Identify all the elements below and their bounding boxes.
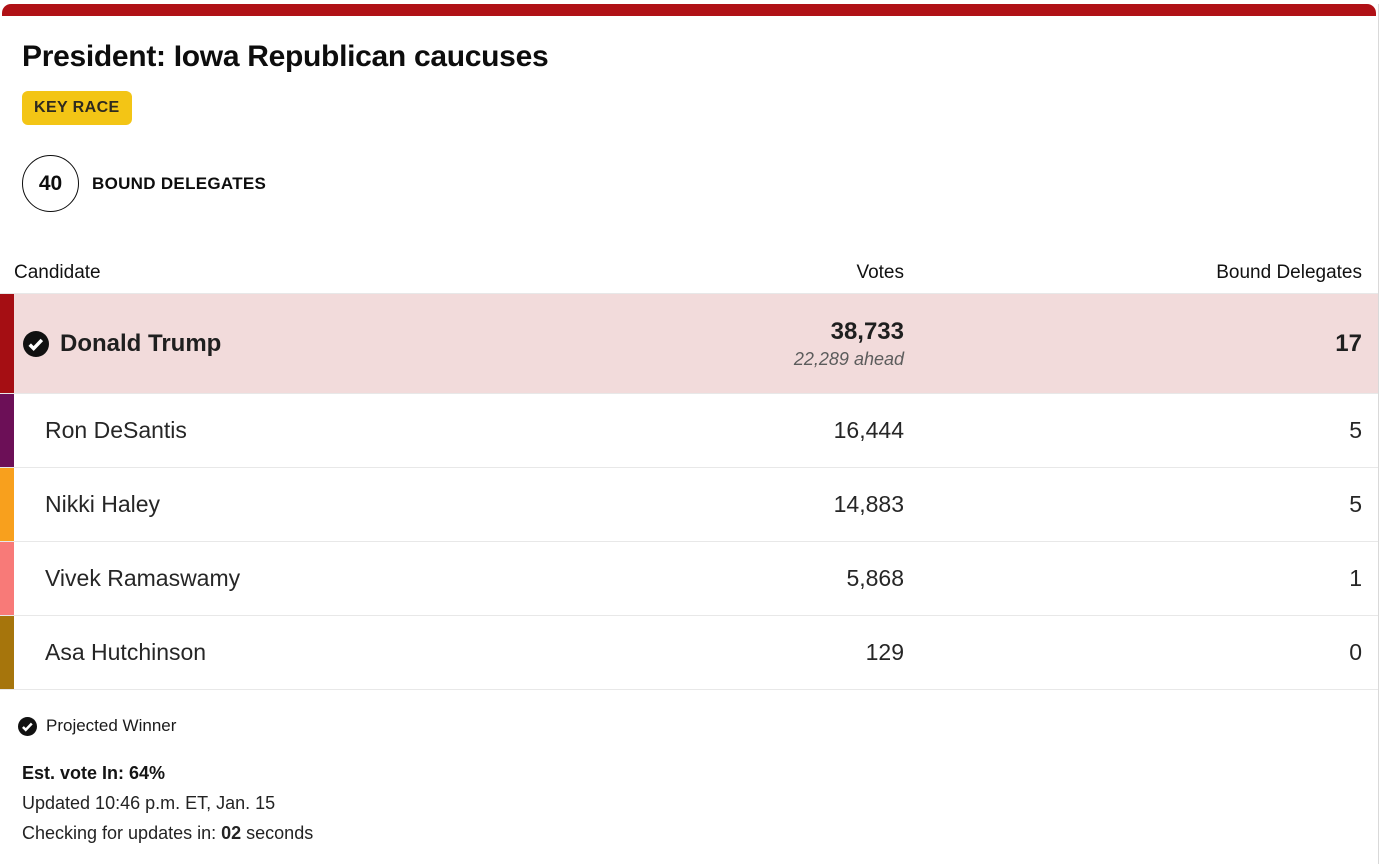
key-race-badge: KEY RACE [22,91,132,125]
update-countdown: Checking for updates in: 02 seconds [18,823,1356,844]
projected-winner-check-icon [23,330,49,357]
column-header-candidate: Candidate [14,262,101,283]
candidate-name: Ron DeSantis [45,417,187,443]
results-table: Candidate Votes Bound Delegates Donald T… [0,253,1378,690]
delegates-value: 0 [1349,639,1362,665]
est-vote-in: Est. vote In: 64% [22,763,166,783]
delegates-total-circle: 40 [22,155,79,212]
update-countdown-value: 02 [221,823,242,843]
candidate-name: Donald Trump [60,329,222,357]
update-countdown-prefix: Checking for updates in: [22,823,222,843]
votes-value: 129 [865,639,904,665]
projected-winner-legend: Projected Winner [18,716,1356,736]
column-header-bound-delegates: Bound Delegates [1216,262,1362,283]
table-row-nikki-haley: Nikki Haley 14,883 5 [0,468,1378,542]
projected-winner-label: Projected Winner [46,716,177,735]
table-row-donald-trump: Donald Trump 38,733 22,289 ahead 17 [0,294,1378,394]
votes-value: 5,868 [846,565,904,591]
delegates-label: BOUND DELEGATES [92,173,267,193]
table-row-vivek-ramaswamy: Vivek Ramaswamy 5,868 1 [0,542,1378,616]
delegates-value: 5 [1349,417,1362,443]
table-header-row: Candidate Votes Bound Delegates [0,253,1378,294]
column-header-votes: Votes [856,262,904,283]
votes-value: 16,444 [833,417,904,443]
results-footer: Projected Winner Est. vote In: 64% Updat… [0,690,1378,844]
projected-winner-check-icon [18,716,37,736]
race-accent-bar [2,4,1376,16]
race-header: President: Iowa Republican caucuses KEY … [0,40,1378,212]
votes-value: 14,883 [833,491,904,517]
delegates-value: 17 [1335,329,1362,357]
update-countdown-suffix: seconds [241,823,314,843]
delegates-value: 5 [1349,491,1362,517]
race-results-card: President: Iowa Republican caucuses KEY … [0,4,1379,864]
bound-delegates-summary: 40 BOUND DELEGATES [22,155,1356,212]
updated-timestamp: Updated 10:46 p.m. ET, Jan. 15 [22,793,276,813]
table-row-asa-hutchinson: Asa Hutchinson 129 0 [0,616,1378,690]
candidate-color-bar [0,294,14,393]
candidate-color-bar [0,468,14,541]
candidate-name: Nikki Haley [45,491,161,517]
page-title: President: Iowa Republican caucuses [22,40,549,73]
table-row-ron-desantis: Ron DeSantis 16,444 5 [0,394,1378,468]
candidate-color-bar [0,394,14,467]
candidate-name: Vivek Ramaswamy [45,565,241,591]
delegates-value: 1 [1349,565,1362,591]
candidate-name: Asa Hutchinson [45,639,207,665]
votes-value: 38,733 [830,317,904,345]
vote-margin-label: 22,289 ahead [793,348,904,369]
candidate-color-bar [0,616,14,689]
candidate-color-bar [0,542,14,615]
